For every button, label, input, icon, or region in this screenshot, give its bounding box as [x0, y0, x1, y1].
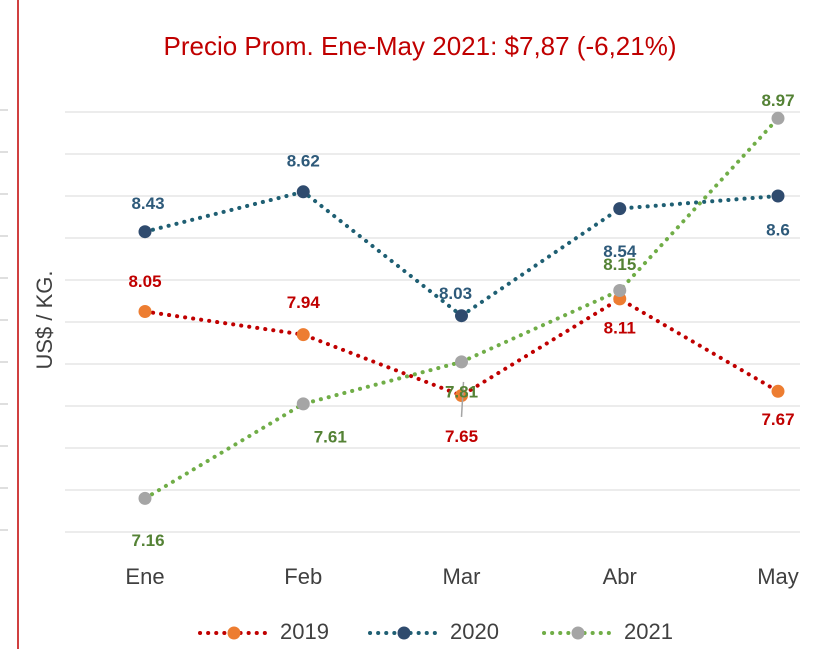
point-marker: [296, 185, 310, 199]
data-label: 7.67: [761, 410, 794, 429]
legend-marker: [397, 626, 411, 640]
series-line: [143, 296, 780, 398]
point-marker: [138, 305, 152, 318]
legend-label: 2020: [450, 619, 499, 644]
data-label: 7.16: [131, 531, 164, 550]
x-tick-label: May: [757, 564, 799, 589]
leader-line: [460, 381, 465, 417]
point-marker: [455, 389, 468, 402]
x-tick-label: Abr: [603, 564, 637, 589]
data-label: 7.81: [445, 382, 478, 401]
point-marker: [771, 111, 785, 125]
legend-marker: [227, 626, 241, 640]
legend-label: 2019: [280, 619, 329, 644]
point-marker: [613, 284, 627, 297]
point-marker: [613, 202, 627, 216]
legend-marker: [571, 626, 585, 640]
data-label: 7.61: [314, 427, 347, 446]
data-label: 7.94: [287, 293, 321, 312]
chart-subtitle: Precio Prom. Ene-May 2021: $7,87 (-6,21%…: [163, 31, 676, 61]
point-marker: [455, 309, 468, 323]
data-label: 8.54: [603, 242, 637, 261]
point-marker: [138, 225, 152, 239]
data-label: 8.15: [603, 255, 636, 274]
data-label: 8.05: [128, 272, 161, 291]
data-label: 8.43: [131, 194, 164, 213]
point-marker: [455, 355, 468, 369]
point-marker: [138, 491, 152, 505]
data-label: 8.11: [604, 318, 636, 337]
x-tick-label: Feb: [284, 564, 322, 589]
point-marker: [296, 328, 310, 342]
legend-label: 2021: [624, 619, 673, 644]
data-label: 8.97: [761, 91, 794, 110]
point-marker: [771, 189, 785, 203]
data-label: 8.03: [439, 284, 472, 303]
point-marker: [296, 397, 310, 411]
x-tick-label: Mar: [443, 564, 481, 589]
data-label: 7.65: [445, 427, 478, 446]
point-marker: [771, 384, 785, 398]
x-tick-label: Ene: [125, 564, 164, 589]
data-label: 8.62: [287, 151, 320, 170]
data-label: 8.6: [766, 220, 790, 239]
y-axis-label: US$ / KG.: [32, 270, 57, 369]
